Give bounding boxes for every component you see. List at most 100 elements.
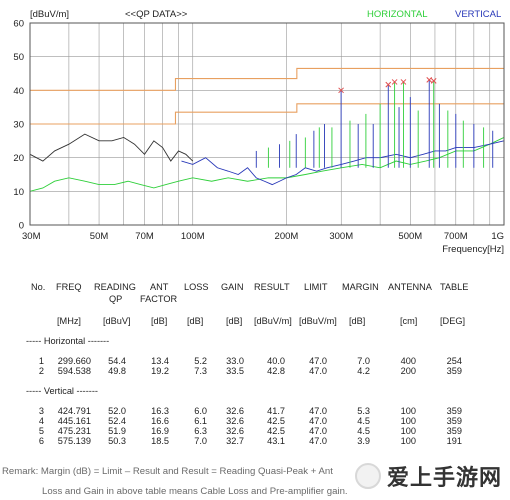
- table-cell: 47.0: [309, 366, 327, 376]
- table-cell: 32.6: [226, 416, 244, 426]
- emission-spikes: [255, 79, 494, 168]
- table-cell: 43.1: [267, 436, 285, 446]
- peak-marker: [426, 77, 433, 83]
- legend-vertical-label: VERTICAL: [455, 9, 501, 20]
- header-no: No.: [31, 282, 46, 292]
- legend-horizontal-label: HORIZONTAL: [367, 9, 428, 20]
- table-cell: 16.6: [151, 416, 169, 426]
- peak-marker: [391, 79, 398, 85]
- x-tick-label: 200M: [275, 231, 299, 242]
- header-result: RESULT: [254, 282, 290, 292]
- table-cell: 6.0: [194, 406, 207, 416]
- table-cell: 3.9: [357, 436, 370, 446]
- table-cell: 32.7: [226, 436, 244, 446]
- header-margin: MARGIN: [342, 282, 379, 292]
- table-cell: 5: [38, 426, 44, 436]
- table-cell: 47.0: [309, 436, 327, 446]
- x-tick-label: 700M: [444, 231, 468, 242]
- table-cell: 42.5: [267, 416, 285, 426]
- table-cell: 33.0: [226, 356, 244, 366]
- x-tick-label: 500M: [398, 231, 422, 242]
- table-cell: 32.6: [226, 406, 244, 416]
- header-gain: GAIN: [221, 282, 244, 292]
- y-tick-label: 50: [13, 52, 24, 63]
- table-cell: 254: [446, 356, 462, 366]
- unit-result: [dBuV/m]: [254, 316, 292, 326]
- unit-reading: [dBuV]: [103, 316, 131, 326]
- unit-limit: [dBuV/m]: [299, 316, 337, 326]
- table-cell: 359: [446, 366, 462, 376]
- table-cell: 100: [400, 436, 416, 446]
- series-lines: [29, 133, 505, 192]
- table-cell: 47.0: [309, 426, 327, 436]
- x-axis-label: Frequency[Hz]: [442, 244, 504, 255]
- y-tick-label: 0: [19, 221, 24, 232]
- header-reading: READING: [94, 282, 136, 292]
- y-tick-label: 30: [13, 120, 24, 131]
- peak-marker: [430, 78, 437, 84]
- x-ticks: 30M 50M 70M 100M 200M 300M 500M 700M 1G: [22, 231, 504, 242]
- x-tick-label: 100M: [181, 231, 205, 242]
- x-tick-label: 50M: [90, 231, 109, 242]
- limit-lines: [30, 67, 504, 125]
- x-tick-label: 70M: [135, 231, 154, 242]
- chart-title: <<QP DATA>>: [125, 9, 188, 20]
- table-cell: 4.5: [357, 426, 370, 436]
- header-reading-qp: QP: [109, 294, 123, 304]
- table-cell: 7.3: [194, 366, 207, 376]
- peak-markers: [338, 77, 437, 94]
- header-limit: LIMIT: [304, 282, 328, 292]
- header-freq: FREQ: [56, 282, 82, 292]
- peak-marker: [385, 81, 392, 88]
- unit-antenna: [cm]: [400, 316, 418, 326]
- table-cell: 52.0: [108, 406, 126, 416]
- peak-marker: [400, 79, 407, 85]
- unit-gain: [dB]: [226, 316, 243, 326]
- table-cell: 18.5: [151, 436, 169, 446]
- table-cell: 40.0: [267, 356, 285, 366]
- unit-margin: [dB]: [349, 316, 366, 326]
- table-cell: 19.2: [151, 366, 169, 376]
- table-cell: 42.8: [267, 366, 285, 376]
- limit-line-2: [30, 67, 504, 91]
- table-cell: 299.660: [57, 356, 91, 366]
- table-cell: 4: [38, 416, 44, 426]
- y-tick-label: 10: [13, 187, 24, 198]
- table-cell: 5.2: [194, 356, 207, 366]
- table-cell: 191: [446, 436, 462, 446]
- horizontal-section-title: ----- Horizontal -------: [26, 336, 110, 346]
- table-cell: 51.9: [108, 426, 126, 436]
- y-axis-label: [dBuV/m]: [30, 9, 69, 20]
- x-tick-label: 30M: [22, 231, 41, 242]
- x-tick-label: 300M: [329, 231, 353, 242]
- table-cell: 41.7: [267, 406, 285, 416]
- table-cell: 52.4: [108, 416, 126, 426]
- header-loss: LOSS: [184, 282, 209, 292]
- table-cell: 4.5: [357, 416, 370, 426]
- table-cell: 200: [400, 366, 416, 376]
- table-cell: 47.0: [309, 416, 327, 426]
- table-cell: 475.231: [57, 426, 91, 436]
- black-trace-line: [29, 133, 194, 162]
- y-tick-label: 60: [13, 19, 24, 30]
- table-cell: 359: [446, 406, 462, 416]
- table-cell: 100: [400, 406, 416, 416]
- y-tick-label: 20: [13, 153, 24, 164]
- unit-loss: [dB]: [187, 316, 204, 326]
- table-cell: 424.791: [57, 406, 91, 416]
- header-antenna: ANTENNA: [388, 282, 432, 292]
- table-cell: 13.4: [151, 356, 169, 366]
- table-cell: 47.0: [309, 356, 327, 366]
- header-table: TABLE: [440, 282, 469, 292]
- remark-line-2: Loss and Gain in above table means Cable…: [42, 486, 348, 497]
- table-cell: 400: [400, 356, 416, 366]
- remark-line-1: Remark: Margin (dB) = Limit – Result and…: [2, 466, 333, 477]
- table-cell: 2: [38, 366, 44, 376]
- table-cell: 16.3: [151, 406, 169, 416]
- series-line-horizontal: [29, 137, 505, 192]
- table-cell: 6.3: [194, 426, 207, 436]
- table-cell: 359: [446, 416, 462, 426]
- table-cell: 4.2: [357, 366, 370, 376]
- table-cell: 5.3: [357, 406, 370, 416]
- plot-frame: [29, 22, 505, 226]
